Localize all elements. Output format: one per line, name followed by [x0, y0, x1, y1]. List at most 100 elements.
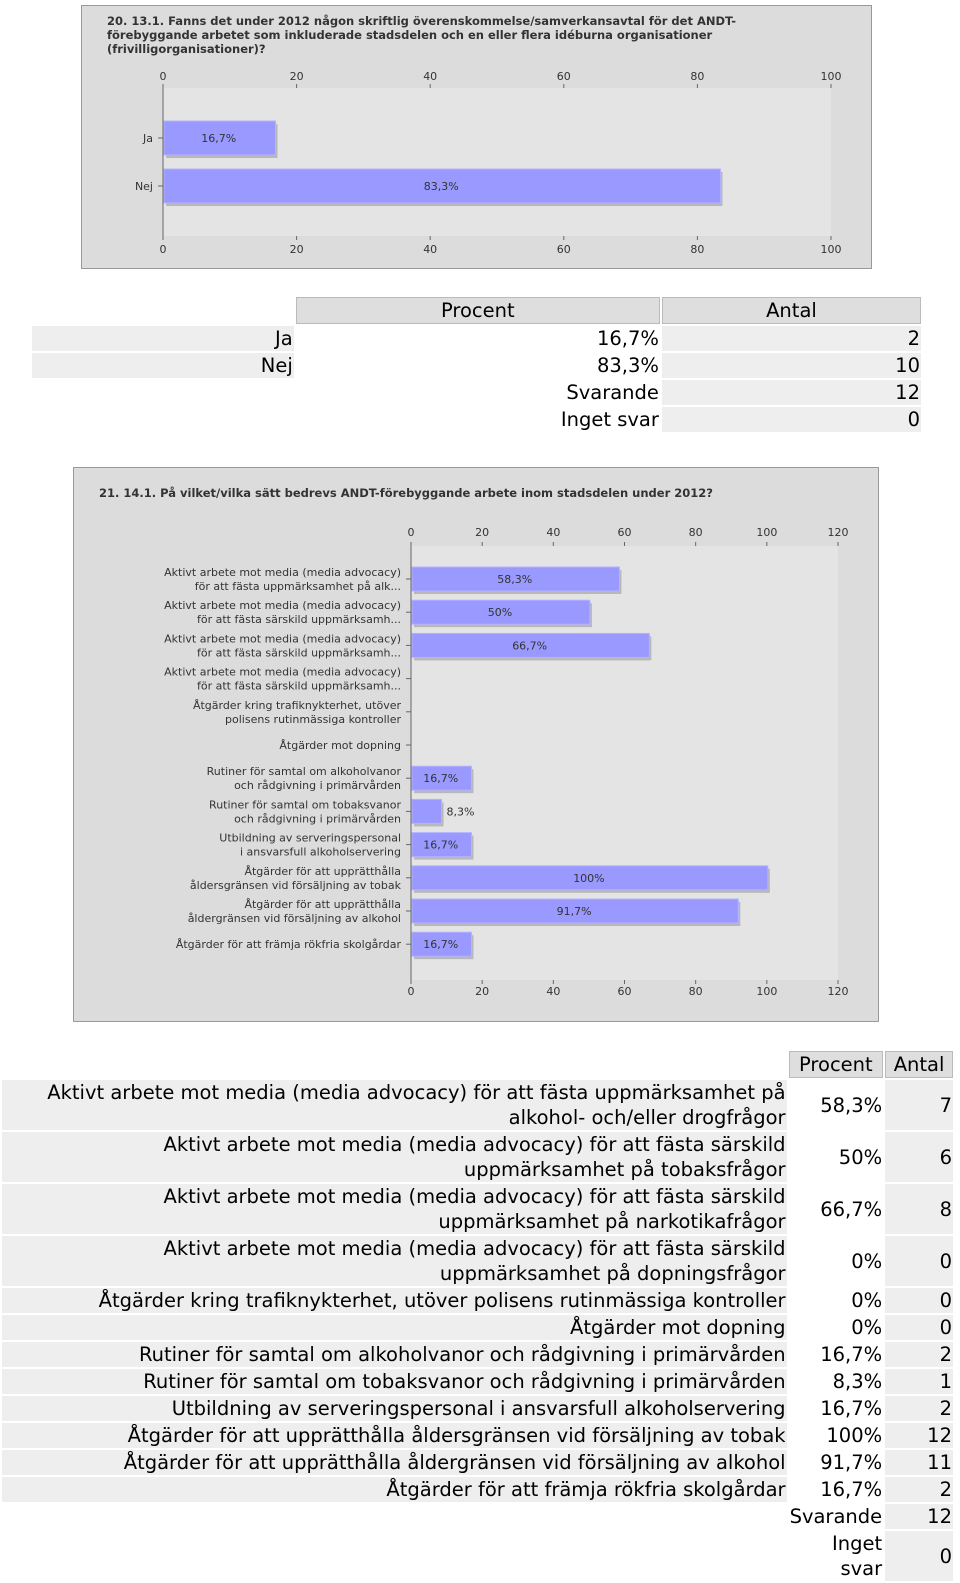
bar	[411, 832, 472, 858]
row-label: Aktivt arbete mot media (media advocacy)…	[2, 1236, 787, 1286]
percent-cell: 0%	[851, 1249, 883, 1273]
count-cell: 7	[885, 1080, 953, 1130]
chart-box: 20. 13.1. Fanns det under 2012 någon skr…	[81, 5, 872, 269]
category-label: Aktivt arbete mot media (media advocacy)	[164, 599, 401, 612]
x-tick-label: 0	[408, 526, 415, 539]
summary-count: 12	[661, 380, 921, 405]
percent-cell: 8,3%	[832, 1370, 883, 1393]
x-tick-label: 20	[475, 526, 489, 539]
percent-cell: 66,7%	[820, 1197, 883, 1221]
row-label: Åtgärder för att upprätthålla åldersgrän…	[2, 1423, 787, 1448]
percent-cell: 83,3%	[596, 354, 659, 377]
category-label: Åtgärder för att främja rökfria skolgård…	[176, 938, 402, 951]
count-cell: 2	[885, 1477, 953, 1502]
x-tick-label: 80	[690, 70, 704, 83]
data-label: 8,3%	[447, 805, 475, 818]
table: Procent Antal Aktivt arbete mot media (med…	[0, 1049, 955, 1583]
count-cell: 12	[885, 1423, 953, 1448]
row-label: Rutiner för samtal om tobaksvanor och rå…	[2, 1369, 787, 1394]
x-tick-label: 120	[828, 985, 849, 998]
percent-cell: 100%	[826, 1424, 883, 1447]
x-tick-label: 0	[408, 985, 415, 998]
x-tick-label: 80	[690, 243, 704, 256]
bar	[411, 599, 591, 625]
category-label: Aktivt arbete mot media (media advocacy)	[164, 566, 401, 579]
x-tick-label: 100	[756, 985, 777, 998]
x-tick-label: 80	[689, 526, 703, 539]
table: Procent Antal Ja 16,7% 2 Nej 83,3% 10 Svarande 12…	[30, 295, 923, 434]
x-tick-label: 100	[821, 70, 842, 83]
column-header: Antal	[661, 297, 921, 324]
chart-title: 20. 13.1. Fanns det under 2012 någon skr…	[107, 14, 736, 56]
row-label: Aktivt arbete mot media (media advocacy)…	[2, 1132, 787, 1182]
row-label: Aktivt arbete mot media (media advocacy)…	[2, 1184, 787, 1234]
data-label: 16,7%	[423, 772, 458, 785]
count-cell: 6	[885, 1132, 953, 1182]
bar	[411, 566, 620, 592]
x-tick-label: 100	[756, 526, 777, 539]
chart-box: 21. 14.1. På vilket/vilka sätt bedrevs A…	[73, 467, 879, 1022]
summary-label: Inget svar	[560, 408, 659, 431]
summary-count: 0	[885, 1531, 953, 1581]
count-cell: 8	[885, 1184, 953, 1234]
data-label: 16,7%	[201, 132, 236, 145]
row-label: Utbildning av serveringspersonal i ansva…	[2, 1396, 787, 1421]
data-label: 58,3%	[497, 573, 532, 586]
bar	[411, 865, 769, 891]
count-cell: 1	[885, 1369, 953, 1394]
count-cell: 0	[885, 1288, 953, 1313]
category-label: polisens rutinmässiga kontroller	[225, 713, 401, 726]
category-label: för att fästa särskild uppmärksamh...	[197, 646, 401, 659]
x-tick-label: 0	[160, 243, 167, 256]
x-tick-label: 20	[475, 985, 489, 998]
column-header: Procent	[788, 1051, 884, 1078]
percent-cell: 50%	[838, 1145, 883, 1169]
x-tick-label: 20	[290, 70, 304, 83]
category-label: och rådgivning i primärvården	[234, 812, 401, 825]
data-label: 83,3%	[424, 180, 459, 193]
percent-cell: 16,7%	[820, 1343, 883, 1366]
bar	[163, 168, 721, 204]
x-tick-label: 0	[160, 70, 167, 83]
category-label: Åtgärder för att upprätthålla	[244, 865, 401, 878]
column-header: Antal	[885, 1051, 953, 1078]
row-label: Åtgärder för att upprätthålla åldergräns…	[2, 1450, 787, 1475]
bar	[411, 632, 650, 658]
row-label: Aktivt arbete mot media (media advocacy)…	[2, 1080, 787, 1130]
count-cell: 0	[885, 1315, 953, 1340]
count-cell: 10	[661, 353, 921, 378]
category-label: för att fästa särskild uppmärksamh...	[197, 613, 401, 626]
category-label: för att fästa uppmärksamhet på alk...	[195, 580, 401, 593]
summary-count: 12	[885, 1504, 953, 1529]
x-tick-label: 40	[423, 70, 437, 83]
percent-cell: 0%	[851, 1316, 883, 1339]
data-label: 91,7%	[557, 905, 592, 918]
x-tick-label: 80	[689, 985, 703, 998]
chart-title: 21. 14.1. På vilket/vilka sätt bedrevs A…	[99, 486, 713, 500]
x-tick-label: 40	[546, 526, 560, 539]
category-label: för att fästa särskild uppmärksamh...	[197, 680, 401, 693]
data-label: 100%	[573, 872, 604, 885]
category-label: Utbildning av serveringspersonal	[219, 832, 401, 845]
count-cell: 2	[885, 1342, 953, 1367]
chart: 0 0 20 20 40 40 60 60 80 80 100 100 120 120 Aktivt arb…	[164, 526, 849, 998]
category-label: åldergränsen vid försäljning av alkohol	[188, 912, 401, 925]
percent-cell: 16,7%	[820, 1478, 883, 1501]
bar	[411, 765, 472, 791]
column-header: Procent	[295, 297, 660, 324]
chart: 0 0 20 20 40 40 60 60 80 80 100 100 Ja 16,7% Nej 83,3%	[135, 70, 842, 256]
data-label: 50%	[488, 606, 512, 619]
x-tick-label: 40	[423, 243, 437, 256]
row-label: Åtgärder kring trafiknykterhet, utöver p…	[2, 1288, 787, 1313]
category-label: och rådgivning i primärvården	[234, 779, 401, 792]
row-label: Åtgärder för att främja rökfria skolgård…	[2, 1477, 787, 1502]
category-label: Rutiner för samtal om tobaksvanor	[209, 798, 401, 811]
x-tick-label: 60	[618, 526, 632, 539]
percent-cell: 16,7%	[596, 327, 659, 350]
data-label: 16,7%	[423, 938, 458, 951]
category-label: Aktivt arbete mot media (media advocacy)	[164, 666, 401, 679]
count-cell: 2	[661, 326, 921, 351]
bar	[411, 931, 472, 957]
x-tick-label: 60	[618, 985, 632, 998]
